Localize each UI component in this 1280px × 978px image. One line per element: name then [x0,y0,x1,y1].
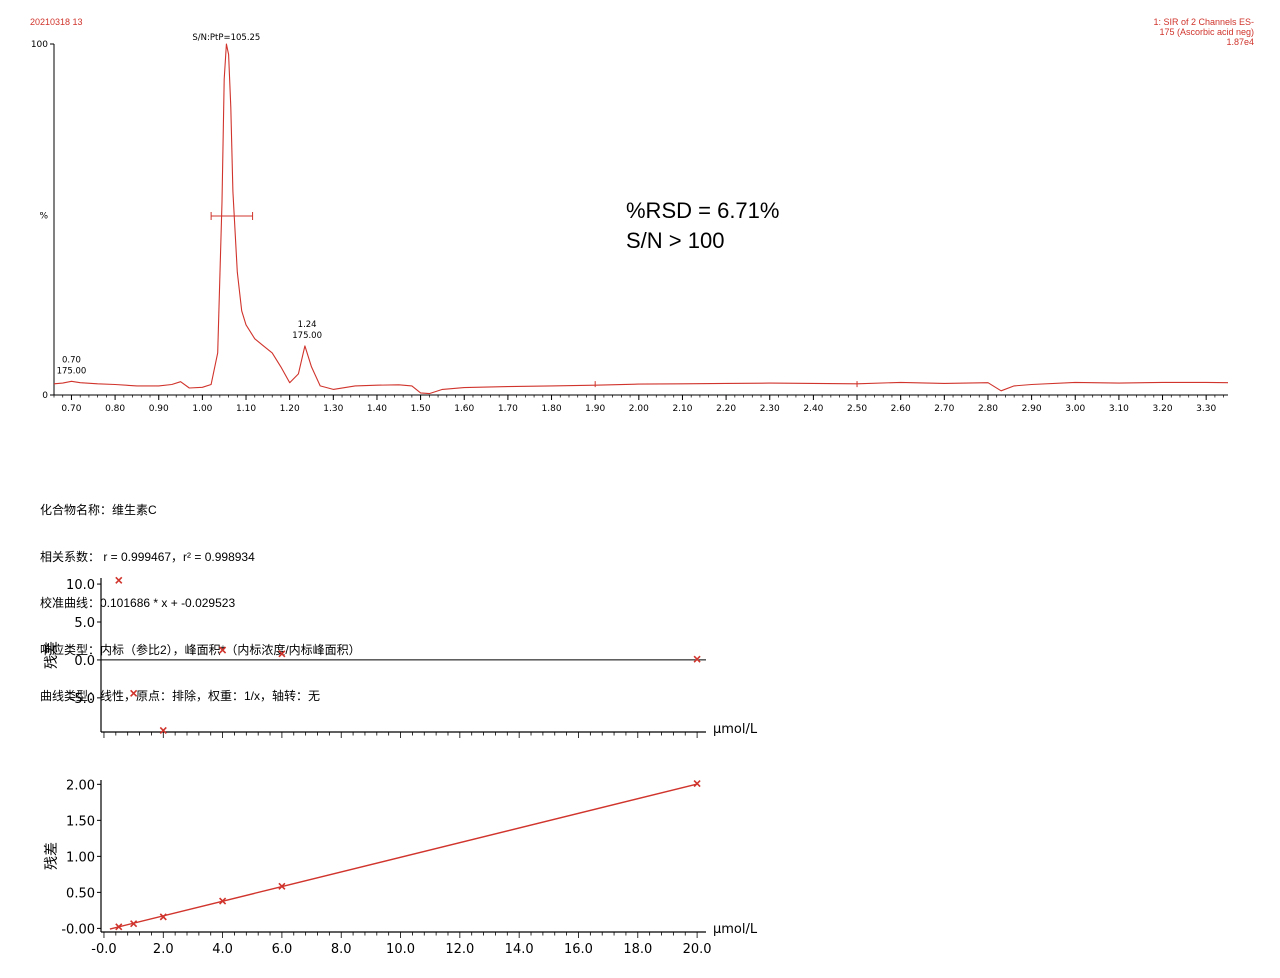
x-tick-label: 0.80 [105,404,125,414]
y-tick-label: 0.50 [66,886,95,901]
x-tick-label: 3.30 [1196,404,1216,414]
y-tick-label: 10.0 [66,578,95,593]
compound-info: 化合物名称：维生素C 相关系数： r = 0.999467，r² = 0.998… [40,472,361,720]
x-tick-label: 2.30 [760,404,780,414]
x-tick-label: 12.0 [445,942,474,957]
x-tick-label: 1.70 [498,404,518,414]
peak-label-mass: 175.00 [292,331,322,341]
calibration-point [115,923,123,931]
x-tick-label: 2.90 [1022,404,1042,414]
calibration-point [693,780,701,788]
channel-line-3: 1.87e4 [1226,37,1254,47]
y-tick-label: 100 [31,40,48,50]
x-tick-label: 16.0 [564,942,593,957]
x-tick-label: 2.80 [978,404,998,414]
x-tick-label: 3.10 [1109,404,1129,414]
calibration-curve: 校准曲线：0.101686 * x + -0.029523 [40,596,236,610]
x-tick-label: 2.50 [847,404,867,414]
residual-chart: 10.0 5.0 0.0 -5.0 μmol/L 残差 [44,576,758,738]
calibration-point [130,920,138,928]
x-tick-label: 1.80 [542,404,562,414]
x-tick-label: 2.00 [629,404,649,414]
chromatogram-trace [53,43,1229,395]
x-tick-label: 2.20 [716,404,736,414]
residual-point [130,689,138,697]
x-tick-label: 18.0 [623,942,652,957]
calibration-chart: 2.00 1.50 1.00 0.50 -0.00 -0.0 2.0 4.0 6.0 8.0 10.… [44,778,758,957]
channel-line-1: 1: SIR of 2 Channels ES- [1153,17,1254,27]
y-tick-label: 2.00 [66,778,95,793]
x-tick-label: 2.10 [672,404,692,414]
sample-id: 20210318 13 [30,17,83,27]
correlation-coefficient: 相关系数： r = 0.999467，r² = 0.998934 [40,549,255,564]
x-tick-label: 1.30 [323,404,343,414]
x-tick-label: 1.10 [236,404,256,414]
x-tick-label: 2.0 [153,942,174,957]
y-axis-label: % [39,212,48,222]
residual-point [219,646,227,654]
calibration-point [278,882,286,890]
x-tick-label: 1.40 [367,404,387,414]
y-tick-label: 0 [42,391,48,401]
x-tick-label: 1.00 [192,404,212,414]
calibration-point [219,897,227,905]
x-axis-label: μmol/L [713,722,758,737]
y-tick-label: -0.00 [61,922,95,937]
y-tick-label: 1.50 [66,814,95,829]
residual-point [693,655,701,663]
rsd-annotation: %RSD = 6.71% [626,198,780,223]
peak-label-time: 1.24 [298,320,317,330]
calibration-fit-line [109,783,698,930]
peak-label-time: 0.70 [62,355,81,365]
residual-point [159,726,167,735]
chromatogram-chart: 0 100% 0.70 0.80 0.90 1.00 1.10 1.20 1.30 1.40 1.5… [31,33,1229,414]
y-tick-label: 5.0 [74,616,95,631]
x-tick-label: 8.0 [331,942,352,957]
sn-annotation: S/N > 100 [626,228,725,253]
x-tick-label: 1.20 [280,404,300,414]
y-tick-label: -5.0 [70,692,95,707]
x-tick-label: 1.50 [411,404,431,414]
x-tick-label: 3.00 [1065,404,1085,414]
calibration-point [159,913,167,921]
x-tick-label: 0.70 [61,404,81,414]
x-tick-label: 2.70 [934,404,954,414]
compound-name: 化合物名称：维生素C [40,503,157,517]
x-tick-label: 20.0 [683,942,712,957]
x-tick-label: 1.90 [585,404,605,414]
y-tick-label: 1.00 [66,850,95,865]
channel-line-2: 175 (Ascorbic acid neg) [1159,27,1254,37]
x-tick-label: 1.60 [454,404,474,414]
x-axis-label: μmol/L [713,922,758,937]
y-axis-label: 残差 [44,842,60,870]
x-tick-label: -0.0 [91,942,116,957]
peak-label-mass: 175.00 [57,366,87,376]
peak-label-sn: S/N:PtP=105.25 [192,33,260,43]
channel-info: 1: SIR of 2 Channels ES- 175 (Ascorbic a… [1153,17,1254,47]
x-tick-label: 10.0 [386,942,415,957]
x-tick-label: 2.60 [891,404,911,414]
y-tick-label: 0.0 [74,654,95,669]
y-axis-label: 残差 [44,641,60,669]
x-tick-label: 3.20 [1153,404,1173,414]
x-tick-label: 2.40 [803,404,823,414]
annotation-block: %RSD = 6.71% S/N > 100 [626,196,779,256]
curve-type: 曲线类型：线性，原点：排除，权重：1/x，轴转：无 [40,689,321,703]
x-tick-label: 6.0 [272,942,293,957]
x-tick-label: 14.0 [505,942,534,957]
x-tick-label: 0.90 [149,404,169,414]
x-tick-label: 4.0 [212,942,233,957]
residual-point [115,576,123,584]
residual-point [278,650,286,658]
